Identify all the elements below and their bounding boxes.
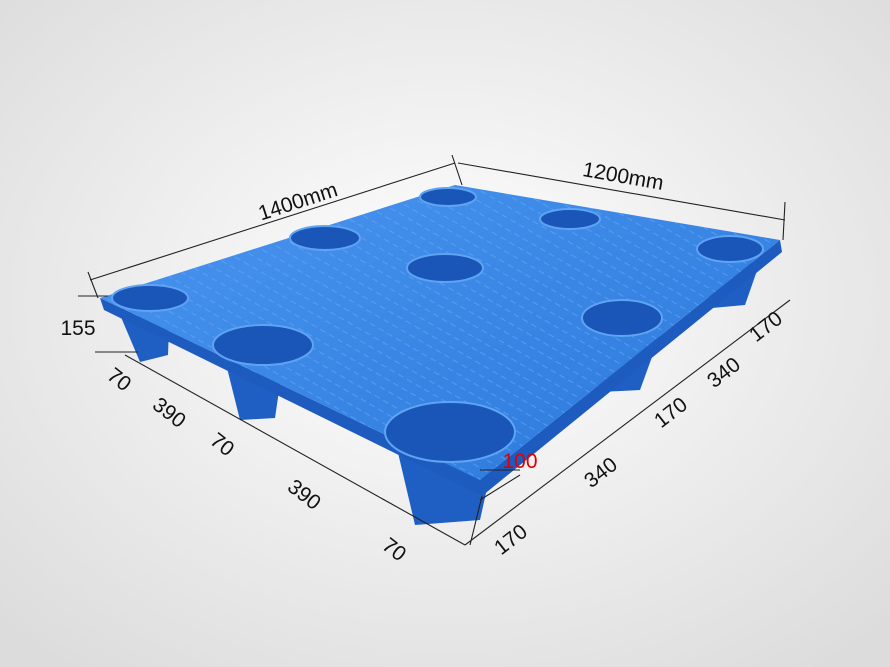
pallet-holes (111, 187, 764, 463)
leg-height-label: 100 (502, 450, 537, 473)
dimension-lines (78, 154, 791, 546)
pallet-edge (100, 240, 782, 496)
pallet-tread (100, 185, 780, 480)
height-label: 155 (60, 317, 95, 340)
